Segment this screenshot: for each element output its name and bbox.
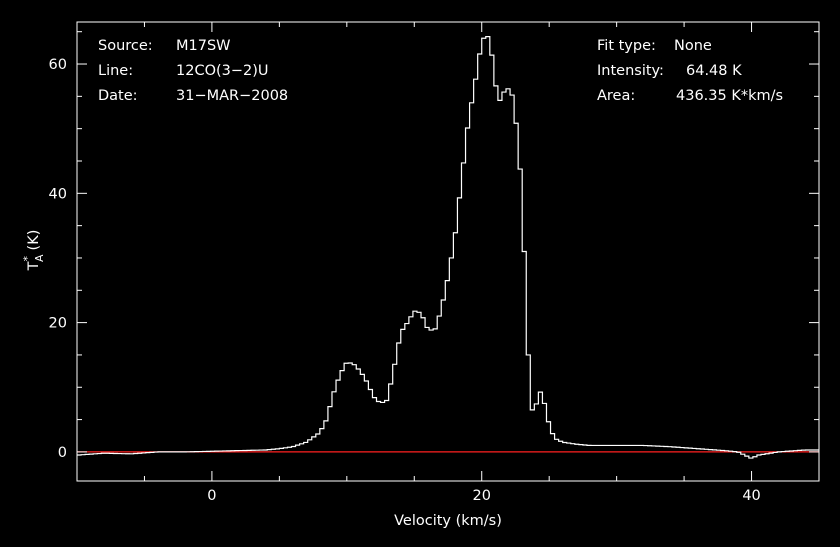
area-value: 436.35 K*km/s	[676, 88, 783, 104]
y-axis-label-text: T*A (K)	[21, 230, 46, 272]
fit-type-label: Fit type:	[597, 38, 656, 54]
source-label: Source:	[98, 38, 153, 54]
y-tick-label: 20	[49, 316, 67, 332]
y-tick-label: 40	[49, 186, 67, 202]
source-value: M17SW	[176, 38, 231, 54]
y-axis-label-sub: A	[33, 254, 46, 262]
line-label: Line:	[98, 63, 133, 79]
line-value: 12CO(3−2)U	[176, 63, 269, 79]
series-layer	[77, 36, 819, 459]
axes-layer	[76, 21, 820, 482]
date-label: Date:	[98, 88, 138, 104]
y-axis-label-sup: *	[21, 256, 34, 262]
x-axis-label: Velocity (km/s)	[394, 513, 502, 529]
date-value: 31−MAR−2008	[176, 88, 288, 104]
y-axis-label-main: T	[26, 261, 42, 271]
area-label: Area:	[597, 88, 635, 104]
intensity-value: 64.48 K	[686, 63, 742, 79]
spectrum-trace	[77, 36, 819, 459]
tick-labels: 0 20 40 0 20 40 60	[49, 57, 761, 504]
plot-frame	[76, 21, 820, 482]
y-axis-label: T*A (K)	[21, 230, 46, 272]
y-tick-label: 0	[58, 445, 67, 461]
ticks-layer	[76, 22, 820, 481]
intensity-label: Intensity:	[597, 63, 664, 79]
y-tick-label: 60	[49, 57, 67, 73]
y-axis-label-unit: (K)	[26, 230, 42, 251]
fit-type-value: None	[674, 38, 712, 54]
x-tick-label: 40	[742, 488, 760, 504]
x-tick-label: 20	[473, 488, 491, 504]
x-tick-label: 0	[207, 488, 216, 504]
